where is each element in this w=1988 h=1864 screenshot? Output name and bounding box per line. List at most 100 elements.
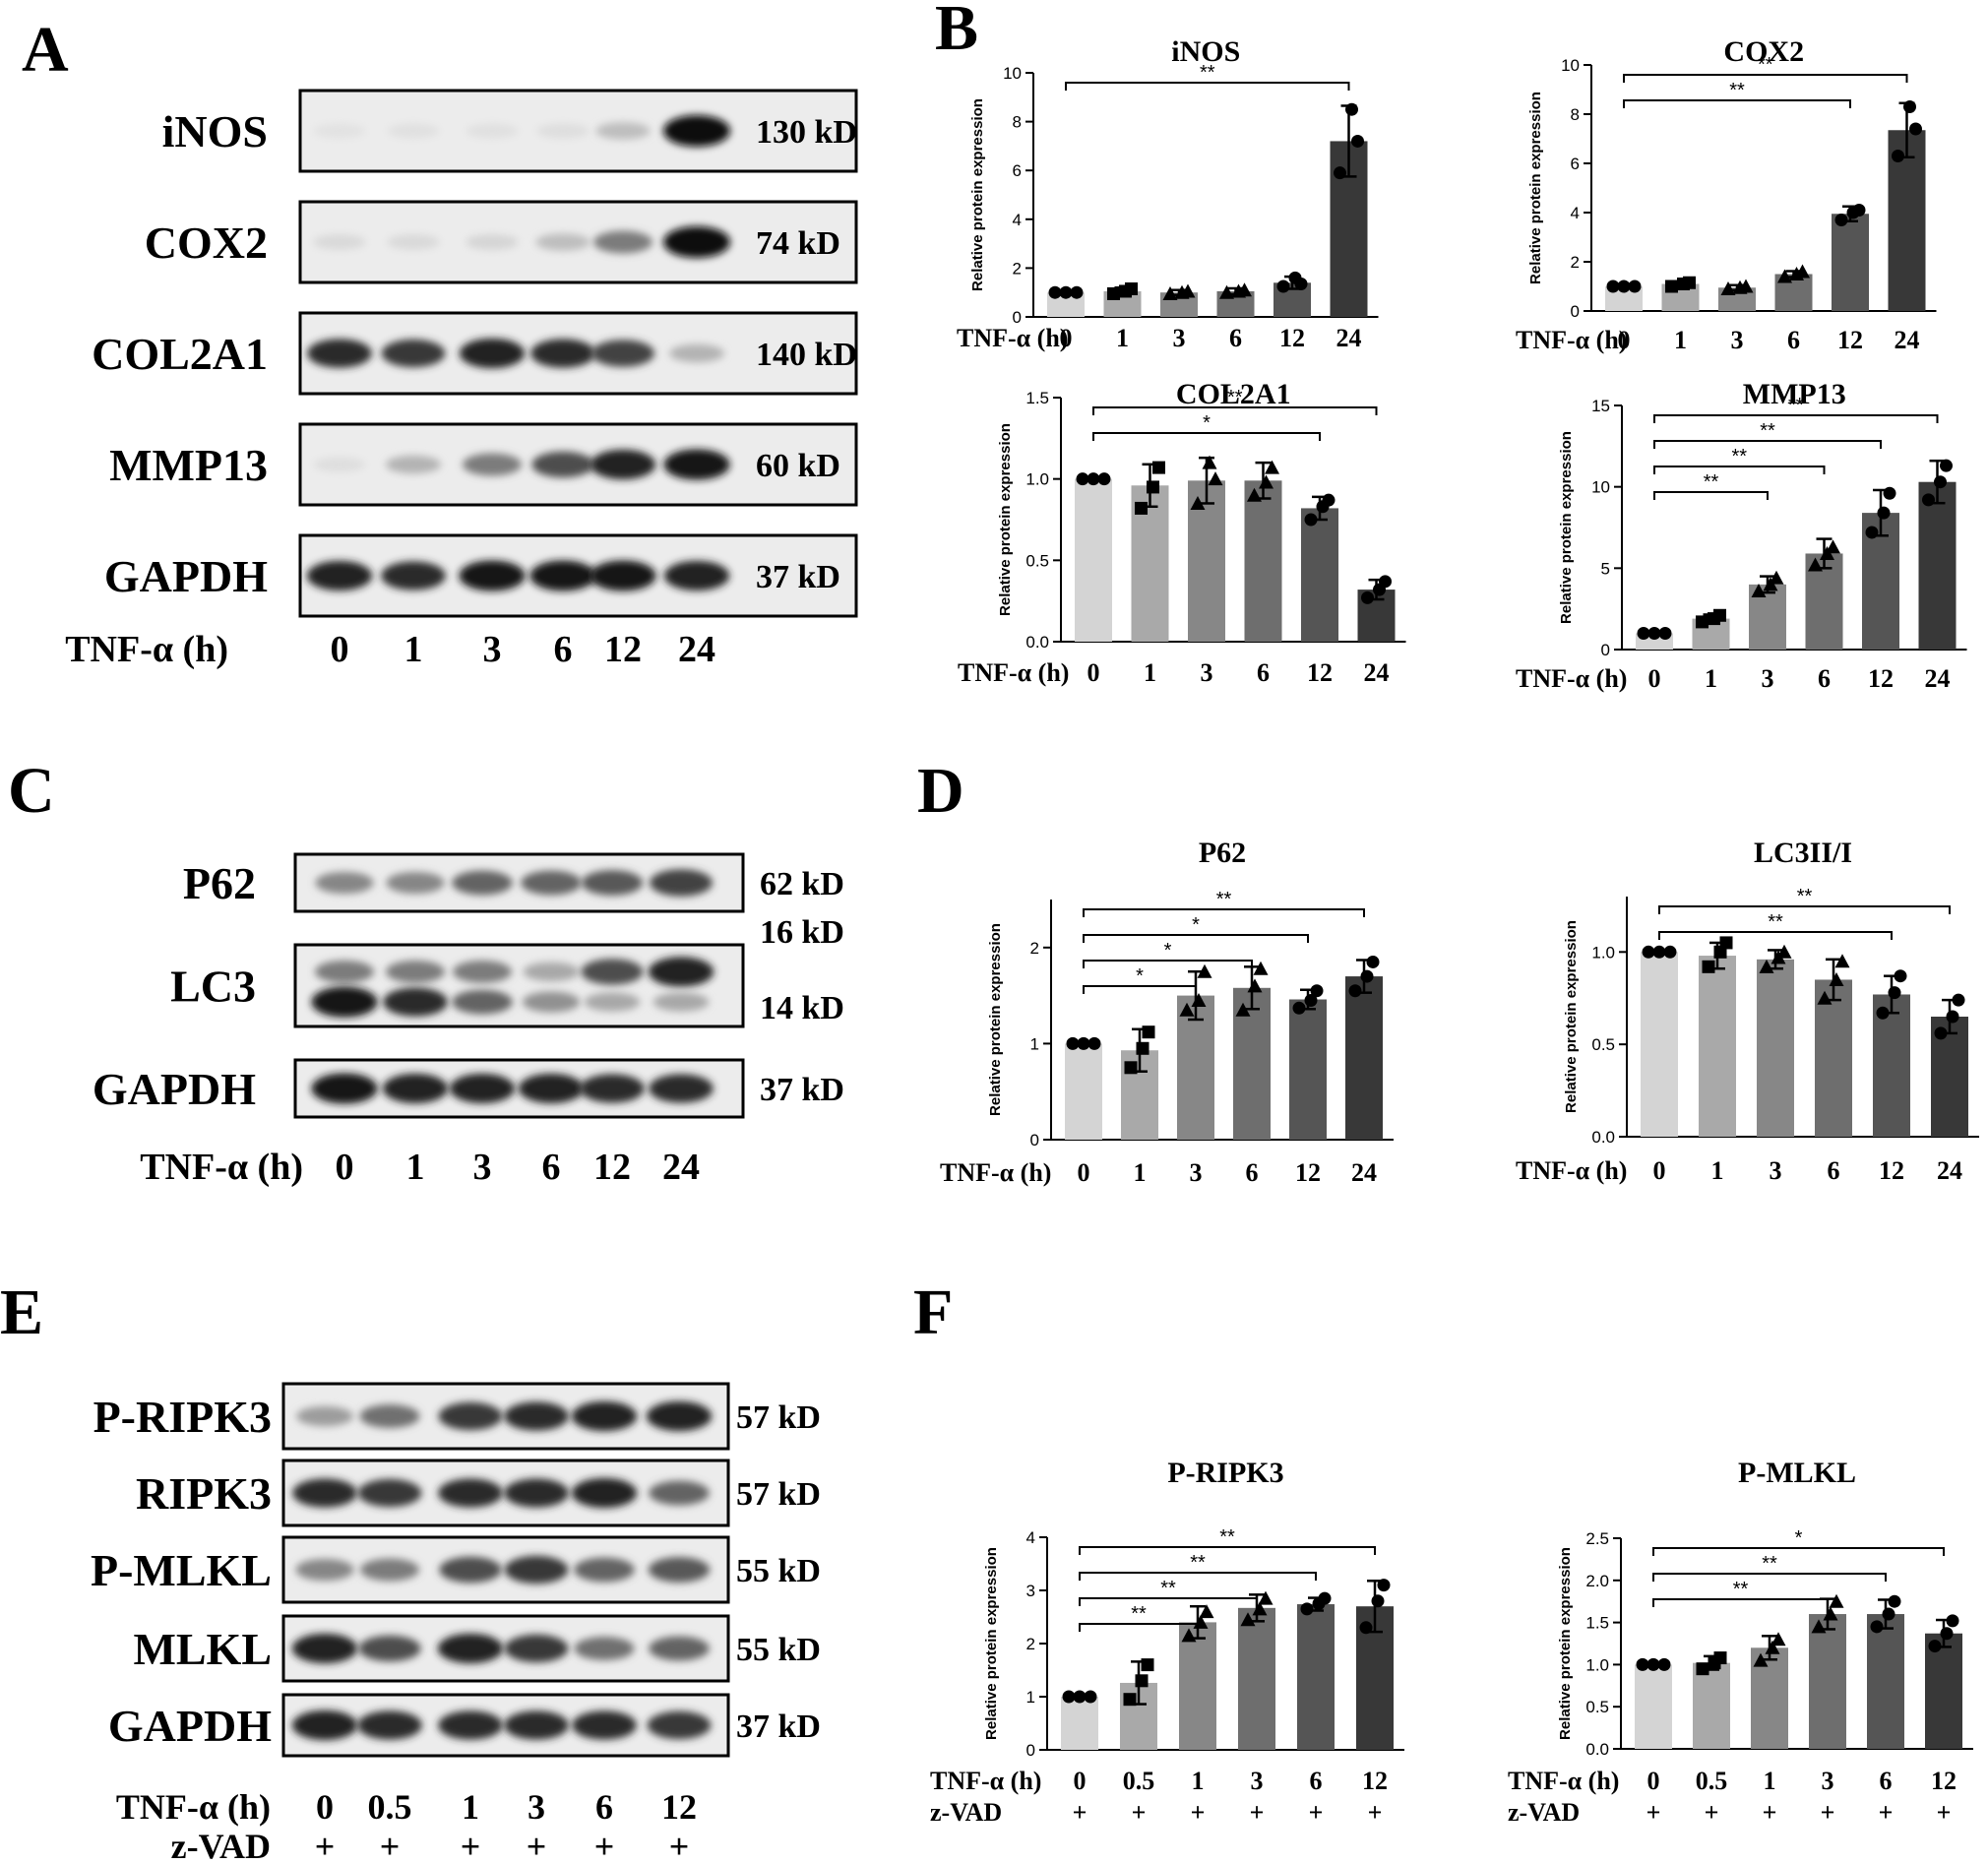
x-tick-label: 0 xyxy=(1618,326,1631,354)
blot-lane-label: 24 xyxy=(678,629,715,670)
data-point xyxy=(1141,1658,1154,1672)
blot-row-ripk3: RIPK3 57 kD xyxy=(136,1459,821,1527)
data-point xyxy=(1883,486,1896,500)
blot-band xyxy=(593,230,652,254)
significance-line xyxy=(1079,1623,1199,1632)
x-tick-label: + xyxy=(1073,1798,1087,1827)
data-point xyxy=(1202,455,1217,469)
data-point xyxy=(1829,971,1844,986)
blot-lane-label: 12 xyxy=(604,629,642,670)
data-point xyxy=(1765,1640,1780,1654)
significance-line xyxy=(1083,908,1365,917)
blot-lane-label: 1 xyxy=(462,1787,479,1827)
y-tick-label: 8 xyxy=(1013,113,1022,132)
x-tick-label: 0 xyxy=(1653,1156,1666,1185)
blot-band xyxy=(466,234,519,250)
significance-line xyxy=(1079,1572,1317,1581)
data-point xyxy=(1834,954,1850,968)
data-point xyxy=(1077,1036,1090,1050)
molecular-weight-label: 37 kD xyxy=(756,559,840,595)
y-tick-label: 0 xyxy=(1013,308,1022,327)
blot-row-col2a1: COL2A1 140 kD xyxy=(92,311,858,396)
x-tick-label: 0 xyxy=(1087,658,1100,687)
chart-title: P-RIPK3 xyxy=(1167,1457,1283,1489)
significance-label: ** xyxy=(1788,395,1804,416)
data-point xyxy=(1928,1640,1942,1653)
data-point xyxy=(1258,1590,1274,1605)
data-point xyxy=(1702,960,1715,973)
data-point xyxy=(1199,1604,1214,1619)
significance-label: ** xyxy=(1131,1603,1147,1625)
blot-band xyxy=(437,1633,504,1664)
x-tick-label: 0.5 xyxy=(1696,1767,1728,1795)
blot-lane-label: + xyxy=(594,1827,615,1864)
data-point xyxy=(1310,984,1324,998)
data-point xyxy=(1142,1025,1155,1039)
y-axis-label: Relative protein expression xyxy=(987,923,1004,1116)
blot-band xyxy=(449,1073,516,1104)
y-tick-label: 0.0 xyxy=(1591,1128,1615,1147)
significance-line xyxy=(1652,1573,1887,1582)
x-row-title: TNF-α (h) xyxy=(1516,664,1627,693)
chart-title: P-MLKL xyxy=(1738,1457,1856,1489)
chart-title: iNOS xyxy=(1171,35,1240,68)
blot-band xyxy=(504,1555,569,1584)
western-blot-a: iNOS 130 kD COX2 74 kD COL2A1 140 kD MMP13 60 k… xyxy=(65,89,858,670)
data-point xyxy=(1617,280,1631,293)
data-point xyxy=(1304,513,1318,527)
blot-lane-label: + xyxy=(527,1827,547,1864)
y-tick-label: 1.0 xyxy=(1585,1655,1609,1674)
x-tick-label: + xyxy=(1646,1798,1661,1827)
blot-band xyxy=(571,1400,638,1432)
bar-3 xyxy=(1757,959,1794,1137)
significance-bracket: ** xyxy=(1652,1579,1829,1607)
data-point xyxy=(1882,1607,1895,1621)
x-tick-label: 1 xyxy=(1116,324,1129,352)
x-tick-label: 6 xyxy=(1787,326,1800,354)
data-point xyxy=(1870,1620,1884,1634)
significance-label: * xyxy=(1136,965,1144,987)
blot-band xyxy=(523,962,580,982)
blot-band xyxy=(521,870,582,896)
blot-band xyxy=(649,1636,710,1661)
blot-lane-label: 0 xyxy=(316,1787,334,1827)
blot-lane-label: 6 xyxy=(595,1787,613,1827)
blot-band xyxy=(650,869,713,897)
blot-band xyxy=(453,960,512,983)
x-row-title: z-VAD xyxy=(930,1798,1002,1827)
data-point xyxy=(1084,1690,1097,1704)
data-point xyxy=(1066,1036,1080,1050)
significance-bracket: ** xyxy=(1623,54,1908,83)
data-point xyxy=(1123,1693,1137,1707)
blot-band xyxy=(306,560,373,591)
blot-band xyxy=(504,1634,569,1663)
x-tick-label: + xyxy=(1937,1798,1952,1827)
data-point xyxy=(1351,134,1364,148)
blot-axis-title: TNF-α (h) xyxy=(116,1787,271,1827)
significance-line xyxy=(1065,82,1350,91)
data-point xyxy=(1059,285,1073,299)
significance-bracket: ** xyxy=(1079,1526,1376,1555)
data-point xyxy=(1892,150,1904,162)
blot-band xyxy=(381,339,446,368)
x-tick-label: 12 xyxy=(1295,1158,1321,1187)
x-row-title: TNF-α (h) xyxy=(957,324,1068,352)
x-tick-label: 3 xyxy=(1190,1158,1203,1187)
data-point xyxy=(1197,963,1212,978)
data-point xyxy=(1073,1690,1087,1704)
blot-axis-title: TNF-α (h) xyxy=(65,629,228,670)
data-point xyxy=(1817,990,1833,1005)
x-tick-label: 1 xyxy=(1144,658,1156,687)
significance-line xyxy=(1623,99,1851,108)
blot-row-mmp13: MMP13 60 kD xyxy=(109,422,858,507)
data-point xyxy=(1826,539,1840,554)
data-point xyxy=(1181,1628,1197,1643)
blot-row-p-ripk3: P-RIPK3 57 kD xyxy=(93,1382,821,1451)
blot-lane-label: + xyxy=(461,1827,481,1864)
x-tick-label: 12 xyxy=(1279,324,1305,352)
blot-label-mmp13: MMP13 xyxy=(109,440,268,490)
y-tick-label: 1.0 xyxy=(1591,943,1615,962)
blot-axis-title: z-VAD xyxy=(171,1827,271,1864)
significance-bracket: ** xyxy=(1658,911,1893,940)
data-point xyxy=(1663,945,1677,959)
